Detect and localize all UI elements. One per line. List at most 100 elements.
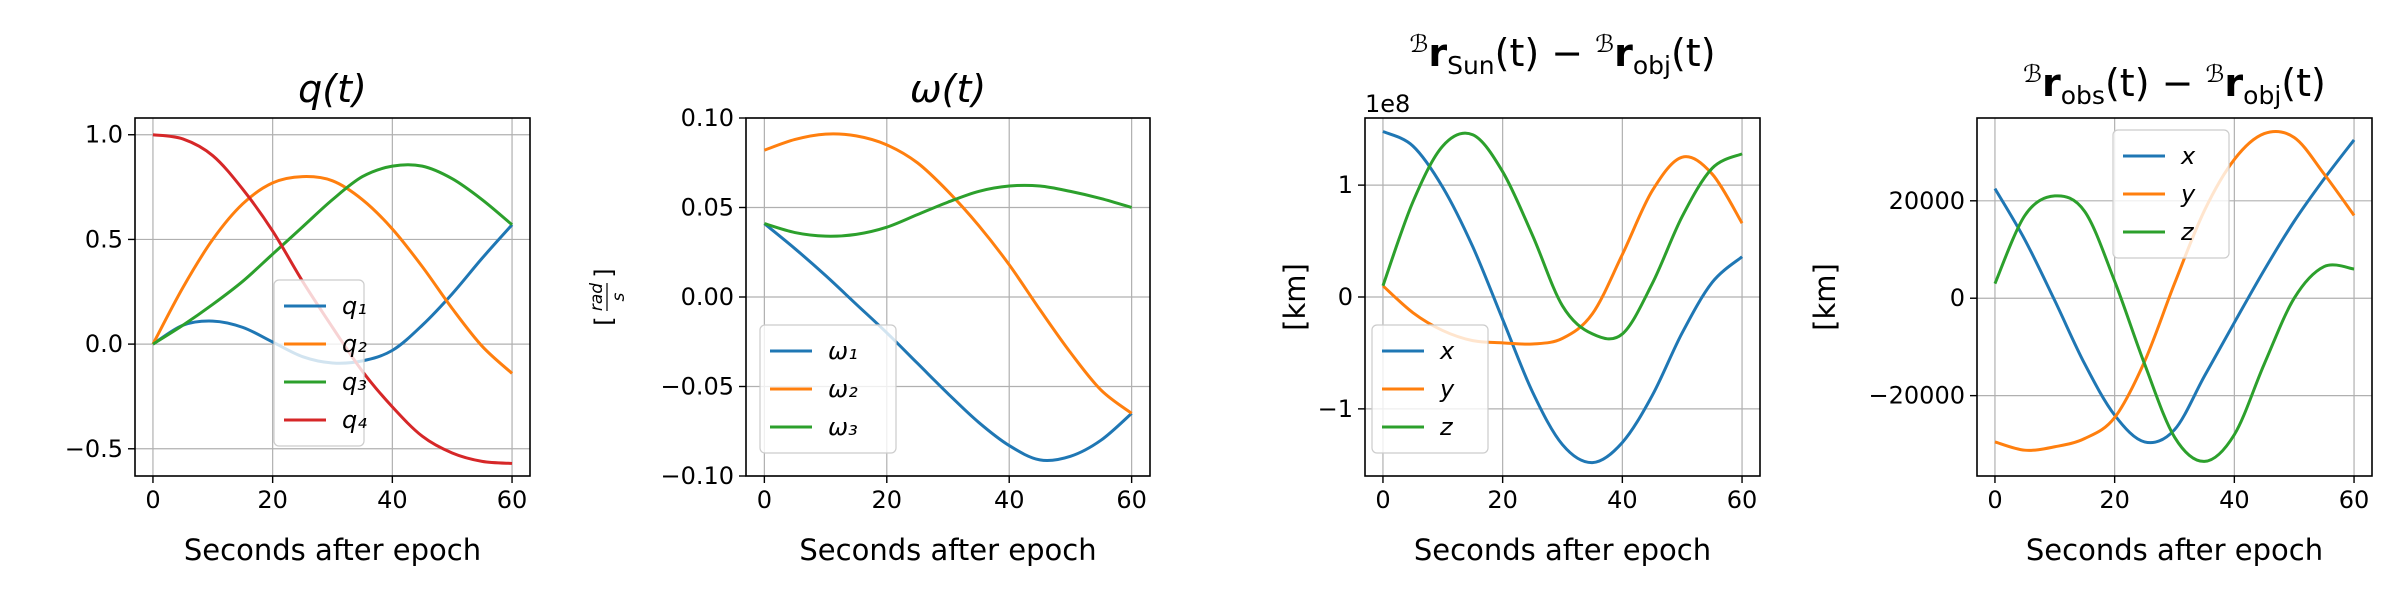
series-line-1: [1382, 130, 1744, 465]
series-line-2: [151, 175, 514, 375]
x-tick-label: 0: [1375, 486, 1390, 514]
x-tick-label: 20: [257, 486, 288, 514]
series-line-1: [763, 222, 1133, 463]
series-line-3: [1993, 194, 2355, 463]
chart-title-sup1: ℬ: [1409, 30, 1428, 58]
y-tick-label: 0.0: [85, 330, 123, 358]
chart-title: ω(t): [910, 67, 986, 111]
x-tick-label: 60: [1116, 486, 1147, 514]
chart-title-sup2: ℬ: [1595, 30, 1614, 58]
legend-label-2: y: [1439, 375, 1455, 403]
y-tick-label: −0.5: [65, 435, 123, 463]
axes-frame: [1976, 117, 2373, 477]
y-axis-label-bracket-close: ]: [590, 268, 618, 277]
y-axis-label: [km]: [1808, 263, 1842, 331]
x-tick-label: 0: [1987, 486, 2002, 514]
chart-title-end: (t): [2281, 61, 2326, 105]
y-tick-label: −0.05: [660, 373, 734, 401]
legend-label-3: z: [2180, 218, 2195, 246]
chart-legend: xyz: [1371, 324, 1489, 454]
y-tick-label: −20000: [1869, 382, 1965, 410]
x-tick-label: 40: [2219, 486, 2250, 514]
chart-title-r1: r: [2042, 61, 2061, 105]
legend-box: [273, 279, 365, 447]
legend-box: [759, 324, 897, 454]
chart-title: q(t): [298, 67, 367, 111]
legend-label-3: q₃: [342, 368, 367, 396]
x-tick-label: 60: [2339, 486, 2370, 514]
x-tick-label: 40: [994, 486, 1025, 514]
chart-title-end: (t): [1671, 31, 1716, 75]
y-tick-label: 1.0: [85, 121, 123, 149]
y-tick-label: 0.10: [681, 104, 734, 132]
series-line-1: [1993, 139, 2356, 445]
legend-box: [1371, 324, 1489, 454]
y-tick-label: 1: [1338, 171, 1353, 199]
x-tick-label: 40: [1607, 486, 1638, 514]
y-tick-label: 0.05: [681, 194, 734, 222]
chart-legend: xyz: [2112, 129, 2230, 259]
chart-title-sub1: obs: [2061, 81, 2105, 110]
chart-title: ℬrSun(t) − ℬrobj(t): [1409, 30, 1715, 80]
chart-title-r2: r: [2224, 61, 2243, 105]
x-tick-label: 40: [377, 486, 408, 514]
chart-panel-4: 0 20 40 60 −20000 0 20000 Seconds after epoch [k…: [1808, 60, 2373, 567]
y-tick-label: 0: [1338, 283, 1353, 311]
legend-label-1: x: [1439, 337, 1455, 365]
x-tick-label: 0: [145, 486, 160, 514]
chart-title-sub2: obj: [2243, 81, 2281, 110]
x-tick-label: 60: [1727, 486, 1758, 514]
chart-panel-1: 0 20 40 60 −0.5 0.0 0.5 1.0 Seconds after epoch q…: [65, 67, 531, 567]
x-tick-label: 0: [757, 486, 772, 514]
legend-label-3: ω₃: [828, 413, 858, 441]
x-axis-label: Seconds after epoch: [2026, 533, 2323, 567]
legend-box: [2112, 129, 2230, 259]
y-axis-label: [km]: [1278, 263, 1312, 331]
legend-label-1: ω₁: [828, 337, 858, 365]
y-tick-label: 20000: [1889, 187, 1965, 215]
series-line-2: [763, 132, 1133, 415]
axis-multiplier: 1e8: [1365, 90, 1410, 118]
y-tick-label: −0.10: [660, 462, 734, 490]
legend-label-2: q₂: [342, 330, 367, 358]
chart-panel-2: 0 20 40 60 −0.10 −0.05 0.00 0.05 0.10 Seconds aft…: [587, 67, 1151, 567]
x-tick-label: 60: [497, 486, 528, 514]
y-axis-label: [rad s]: [587, 268, 629, 325]
chart-legend: q₁ q₂ q₃ q₄: [273, 279, 367, 447]
legend-label-3: z: [1439, 413, 1454, 441]
y-tick-label: 0.00: [681, 283, 734, 311]
legend-label-4: q₄: [342, 406, 367, 434]
legend-label-1: x: [2180, 142, 2196, 170]
chart-title-sup2: ℬ: [2206, 60, 2225, 88]
y-tick-label: −1: [1318, 395, 1353, 423]
chart-title-sub1: Sun: [1447, 51, 1495, 80]
series-line-2: [1994, 129, 2356, 452]
x-tick-label: 20: [1487, 486, 1518, 514]
legend-label-2: ω₂: [828, 375, 858, 403]
x-axis-label: Seconds after epoch: [799, 533, 1096, 567]
x-axis-label: Seconds after epoch: [1414, 533, 1711, 567]
x-tick-label: 20: [872, 486, 903, 514]
chart-title-r2: r: [1614, 31, 1633, 75]
x-tick-label: 20: [2099, 486, 2130, 514]
x-axis-label: Seconds after epoch: [184, 533, 481, 567]
chart-title-mid: (t) −: [2105, 61, 2206, 105]
y-axis-label-bracket-open: [: [590, 316, 618, 325]
y-tick-label: 0: [1950, 284, 1965, 312]
chart-legend: ω₁ ω₂ ω₃: [759, 324, 897, 454]
chart-title-mid: (t) −: [1495, 31, 1596, 75]
y-tick-label: 0.5: [85, 225, 123, 253]
series-line-3: [152, 163, 514, 346]
series-line-3: [1381, 131, 1743, 341]
chart-title-r1: r: [1428, 31, 1447, 75]
chart-title-sup1: ℬ: [2023, 60, 2042, 88]
y-axis-label-numerator: rad: [587, 283, 607, 311]
chart-title-sub2: obj: [1633, 51, 1671, 80]
series-line-3: [763, 183, 1133, 238]
axes-frame: [134, 117, 531, 477]
legend-label-1: q₁: [342, 292, 367, 320]
chart-title: ℬrobs(t) − ℬrobj(t): [2023, 60, 2326, 110]
